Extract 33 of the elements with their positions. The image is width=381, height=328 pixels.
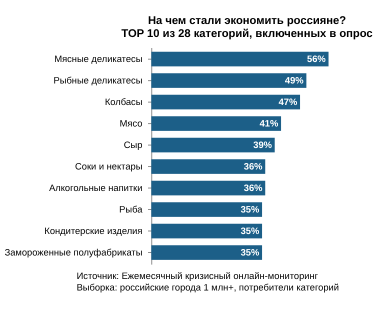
data-label: 36% xyxy=(244,182,264,193)
y-tick-label: Сыр xyxy=(124,140,142,150)
y-tick-label: Колбасы xyxy=(104,96,143,107)
bar xyxy=(151,73,306,88)
data-label: 49% xyxy=(284,75,304,86)
data-label: 35% xyxy=(240,247,260,258)
y-tick-label: Рыбные деликатесы xyxy=(54,75,143,86)
y-tick-label: Мясные деликатесы xyxy=(54,54,143,64)
y-tick-label: Кондитерские изделия xyxy=(44,226,142,236)
chart-title: На чем стали экономить россияне? TOP 10 из 28 категорий, включенных в опрос xyxy=(121,15,373,40)
bar xyxy=(151,52,329,66)
bar xyxy=(151,245,262,260)
data-label: 56% xyxy=(307,54,326,64)
data-label: 36% xyxy=(244,161,264,172)
data-label: 35% xyxy=(240,226,260,236)
text: Источник: Ежемесячный кризисный онлайн-мониторинг xyxy=(76,271,319,282)
bar xyxy=(151,116,282,131)
data-label: 35% xyxy=(240,204,260,214)
y-tick-label: Алкогольные напитки xyxy=(49,182,142,193)
bar xyxy=(151,224,262,238)
y-tick-label: Рыба xyxy=(119,204,144,214)
bar xyxy=(151,180,266,196)
bar xyxy=(151,138,275,152)
bar xyxy=(151,159,266,174)
bar xyxy=(151,94,300,110)
data-label: 39% xyxy=(253,140,273,150)
bar xyxy=(151,202,262,217)
data-label: 47% xyxy=(278,96,298,107)
y-tick-label: Мясо xyxy=(120,118,142,128)
y-tick-label: Соки и нектары xyxy=(75,161,143,172)
y-tick-label: Замороженные полуфабрикаты xyxy=(4,247,143,258)
text: Выборка: российские города 1 млн+, потребители категорий xyxy=(76,282,339,292)
data-label: 41% xyxy=(260,118,279,128)
